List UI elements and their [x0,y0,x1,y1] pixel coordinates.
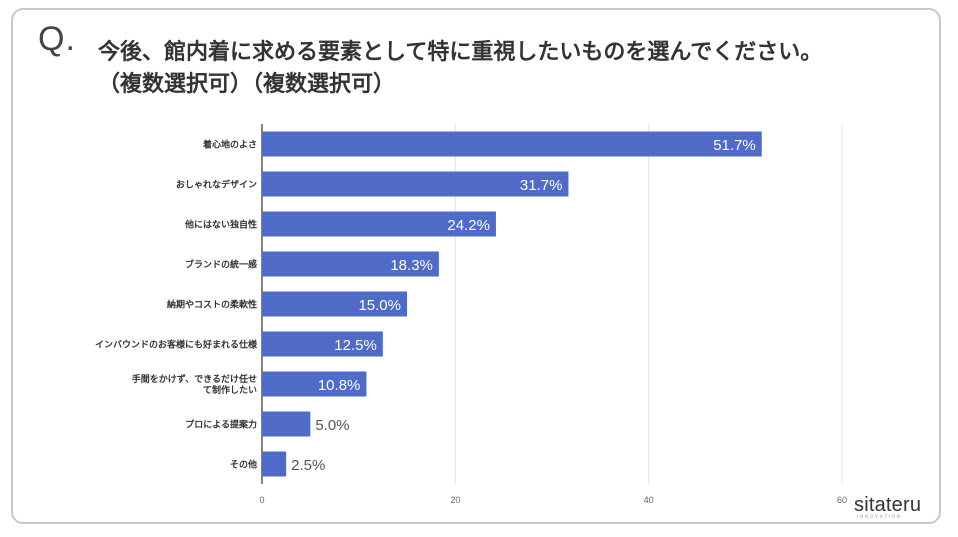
chart-card [11,8,941,524]
category-label-6-line0: 手間をかけず、できるだけ任せ [132,373,257,385]
category-label-3: ブランドの統一感 [185,259,257,271]
bar-7 [262,411,311,437]
x-tick-label-60: 60 [837,495,847,505]
question-subtitle: （複数選択可）（複数選択可） [98,72,396,97]
value-label-3: 18.3% [390,257,433,274]
x-tick-label-40: 40 [644,495,654,505]
bar-1 [262,171,569,197]
bar-0 [262,131,762,157]
question-title: 今後、館内着に求める要素として特に重視したいものを選んでください。 [98,40,823,65]
bar-6 [262,371,367,397]
category-label-4: 納期やコストの柔軟性 [167,299,257,311]
value-label-7: 5.0% [315,417,349,434]
category-label-1: おしゃれなデザイン [176,179,257,191]
x-tick-layer: 0 20 40 60 [259,495,847,505]
category-label-2: 他にはない独自性 [184,219,257,231]
value-label-2: 24.2% [447,217,490,234]
category-label-6-line1: て制作したい [203,384,257,396]
sitateru-logo-subtext: INNOVATION [857,514,902,519]
value-label-8: 2.5% [291,457,325,474]
bar-2 [262,211,496,237]
sitateru-logo: sitateru [854,494,922,516]
value-label-1: 31.7% [520,177,563,194]
value-label-5: 12.5% [334,337,377,354]
bar-5 [262,331,383,357]
category-label-8: その他 [230,459,257,471]
category-label-5: インバウンドのお客様にも好まれる仕様 [95,339,258,351]
x-tick-label-20: 20 [450,495,460,505]
value-label-0: 51.7% [713,137,756,154]
x-tick-label-0: 0 [259,495,264,505]
value-label-4: 15.0% [358,297,401,314]
category-label-0: 着心地のよさ [202,139,257,151]
bar-layer: 51.7% 31.7% 24.2% 18.3% 15.0% 12.5% 10.8% 5.0% 2… [262,131,762,477]
bar-8 [262,451,287,477]
category-label-layer: 着心地のよさおしゃれなデザイン他にはない独自性ブランドの統一感納期やコストの柔軟… [95,139,258,471]
question-mark: Q. [38,20,76,58]
value-label-6: 10.8% [318,377,361,394]
category-label-7: プロによる提案力 [185,419,257,431]
bar-4 [262,291,407,317]
bar-3 [262,251,439,277]
